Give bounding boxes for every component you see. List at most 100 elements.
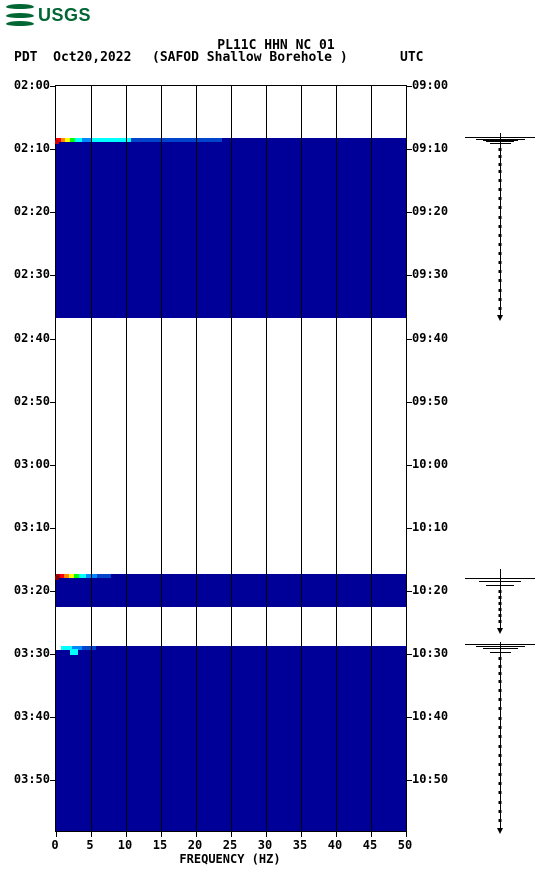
x-tick	[266, 831, 267, 837]
seismo-dot	[499, 197, 502, 200]
y-tick-left	[50, 717, 56, 718]
seismo-dot	[499, 672, 502, 675]
y-tick-left	[50, 339, 56, 340]
y-tick-left	[50, 86, 56, 87]
x-tick	[371, 831, 372, 837]
seismo-burst	[483, 648, 518, 649]
seismo-dot	[499, 657, 502, 660]
grid-vertical	[301, 86, 302, 831]
grid-vertical	[266, 86, 267, 831]
seismo-dot	[499, 216, 502, 219]
left-tz: PDT	[14, 50, 37, 65]
x-tick-label: 50	[398, 838, 412, 852]
seismo-dot	[499, 801, 502, 804]
x-tick	[126, 831, 127, 837]
seismo-burst	[476, 646, 525, 647]
seismo-dot	[499, 717, 502, 720]
x-tick	[161, 831, 162, 837]
y-tick-label-left: 03:30	[14, 646, 50, 660]
seismo-dot	[499, 252, 502, 255]
spectrogram-plot	[55, 85, 407, 832]
y-tick-label-right: 10:30	[412, 646, 448, 660]
arrow-down-icon	[497, 828, 503, 834]
header-date: Oct20,2022	[53, 50, 131, 65]
seismo-dot	[499, 307, 502, 310]
seismo-dot	[499, 698, 502, 701]
x-tick	[336, 831, 337, 837]
x-tick	[301, 831, 302, 837]
seismo-burst	[465, 644, 535, 645]
seismo-dot	[499, 735, 502, 738]
y-tick-label-right: 09:50	[412, 394, 448, 408]
y-tick-left	[50, 528, 56, 529]
y-tick-label-left: 02:30	[14, 267, 50, 281]
seismo-burst	[490, 143, 511, 144]
y-tick-label-right: 10:40	[412, 709, 448, 723]
logo-wave-3	[6, 21, 34, 26]
y-tick-label-right: 10:20	[412, 583, 448, 597]
x-tick-label: 35	[293, 838, 307, 852]
seismo-dot	[499, 819, 502, 822]
spectral-cyan-spot	[70, 649, 78, 655]
seismo-dot	[499, 179, 502, 182]
x-tick-label: 45	[363, 838, 377, 852]
y-tick-left	[50, 780, 56, 781]
y-tick-left	[50, 591, 56, 592]
y-tick-left	[50, 402, 56, 403]
seismo-dot	[499, 608, 502, 611]
seismo-dot	[499, 261, 502, 264]
y-tick-label-right: 09:20	[412, 204, 448, 218]
usgs-logo-text: USGS	[38, 5, 91, 26]
y-tick-label-left: 02:40	[14, 331, 50, 345]
seismo-dot	[499, 163, 502, 166]
seismo-dot	[499, 680, 502, 683]
x-tick	[231, 831, 232, 837]
y-tick-label-left: 02:50	[14, 394, 50, 408]
seismogram-trace	[465, 569, 535, 629]
seismo-dot	[499, 726, 502, 729]
y-tick-label-left: 02:10	[14, 141, 50, 155]
x-tick-label: 5	[86, 838, 93, 852]
x-tick-label: 0	[51, 838, 58, 852]
x-tick	[91, 831, 92, 837]
x-axis-title: FREQUENCY (HZ)	[179, 852, 280, 866]
y-tick-left	[50, 654, 56, 655]
seismo-dot	[499, 155, 502, 158]
seismo-dot	[499, 810, 502, 813]
y-tick-label-left: 02:00	[14, 78, 50, 92]
x-tick-label: 40	[328, 838, 342, 852]
y-tick-label-left: 03:10	[14, 520, 50, 534]
seismo-dot	[499, 234, 502, 237]
usgs-logo-mark	[6, 4, 34, 26]
y-tick-left	[50, 465, 56, 466]
y-tick-label-right: 09:30	[412, 267, 448, 281]
y-tick-left	[50, 149, 56, 150]
grid-vertical	[371, 86, 372, 831]
seismo-dot	[499, 763, 502, 766]
seismo-dot	[499, 270, 502, 273]
seismo-dot	[499, 279, 502, 282]
y-tick-left	[50, 275, 56, 276]
logo-wave-2	[6, 13, 34, 18]
seismo-dot	[499, 298, 502, 301]
x-tick-label: 20	[188, 838, 202, 852]
header-subtitle: (SAFOD Shallow Borehole )	[152, 50, 348, 65]
seismo-dot	[499, 689, 502, 692]
y-tick-label-right: 09:10	[412, 141, 448, 155]
seismo-dot	[499, 590, 502, 593]
x-tick	[406, 831, 407, 837]
logo-wave-1	[6, 4, 34, 9]
seismo-dot	[499, 707, 502, 710]
seismo-dot	[499, 170, 502, 173]
x-tick-label: 15	[153, 838, 167, 852]
y-tick-label-left: 03:00	[14, 457, 50, 471]
y-tick-label-right: 10:50	[412, 772, 448, 786]
x-tick-label: 25	[223, 838, 237, 852]
grid-vertical	[91, 86, 92, 831]
grid-vertical	[161, 86, 162, 831]
right-tz: UTC	[400, 50, 423, 65]
seismo-dot	[499, 754, 502, 757]
seismo-dot	[499, 206, 502, 209]
y-tick-label-right: 10:10	[412, 520, 448, 534]
grid-vertical	[336, 86, 337, 831]
